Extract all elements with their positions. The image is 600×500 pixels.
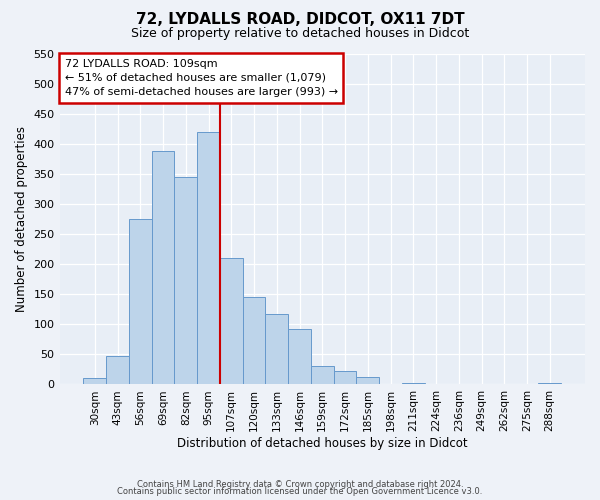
Bar xyxy=(152,152,175,384)
Bar xyxy=(106,356,129,384)
Bar xyxy=(311,366,334,384)
Text: Size of property relative to detached houses in Didcot: Size of property relative to detached ho… xyxy=(131,28,469,40)
Bar xyxy=(288,328,311,384)
Bar xyxy=(83,378,106,384)
Bar xyxy=(175,177,197,384)
Text: 72 LYDALLS ROAD: 109sqm
← 51% of detached houses are smaller (1,079)
47% of semi: 72 LYDALLS ROAD: 109sqm ← 51% of detache… xyxy=(65,59,338,97)
Bar xyxy=(242,298,265,384)
Bar xyxy=(197,132,220,384)
X-axis label: Distribution of detached houses by size in Didcot: Distribution of detached houses by size … xyxy=(177,437,467,450)
Bar xyxy=(220,258,242,384)
Y-axis label: Number of detached properties: Number of detached properties xyxy=(15,126,28,312)
Text: 72, LYDALLS ROAD, DIDCOT, OX11 7DT: 72, LYDALLS ROAD, DIDCOT, OX11 7DT xyxy=(136,12,464,28)
Bar xyxy=(334,370,356,384)
Bar xyxy=(265,314,288,384)
Bar xyxy=(356,377,379,384)
Text: Contains HM Land Registry data © Crown copyright and database right 2024.: Contains HM Land Registry data © Crown c… xyxy=(137,480,463,489)
Text: Contains public sector information licensed under the Open Government Licence v3: Contains public sector information licen… xyxy=(118,488,482,496)
Bar xyxy=(129,219,152,384)
